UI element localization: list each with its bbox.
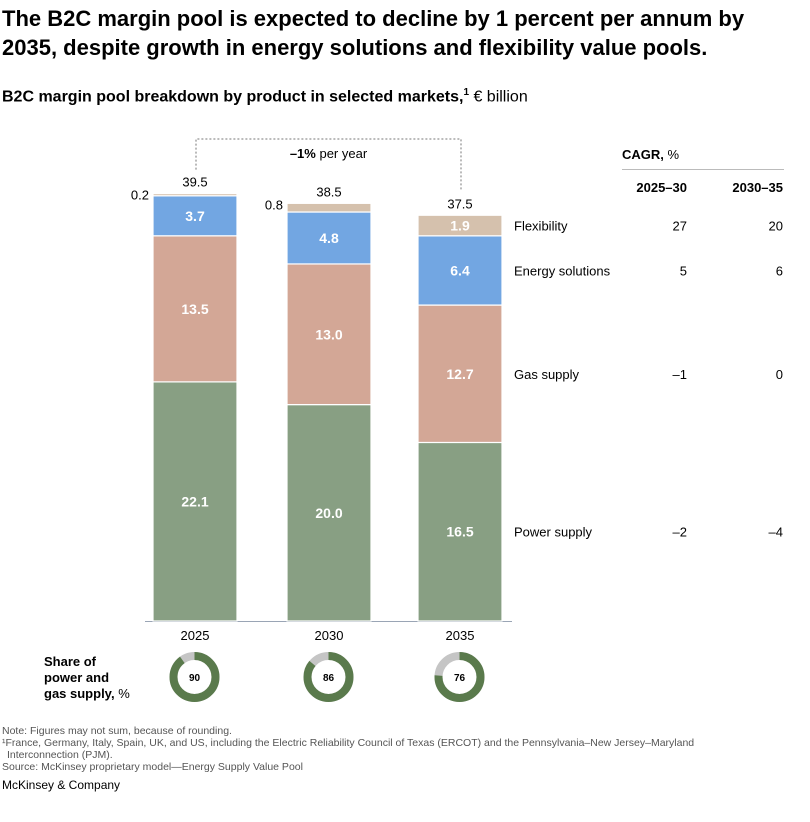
segment-value-label: 16.5 xyxy=(446,524,473,540)
annotation-label: –1% per year xyxy=(290,146,368,161)
cagr-value: 27 xyxy=(673,219,687,234)
share-label: Share of power and gas supply, % xyxy=(44,654,130,702)
x-tick-label: 2030 xyxy=(315,628,344,643)
bar-segment xyxy=(286,211,372,265)
share-label-unit: % xyxy=(118,686,130,701)
cagr-annotation: –1% per year xyxy=(195,138,462,192)
series-legend: Power supply Gas supply Energy solutions Fl… xyxy=(514,219,611,540)
bar-segment xyxy=(417,441,503,622)
segment-value-label: 3.7 xyxy=(185,208,205,224)
bar-total-label: 38.5 xyxy=(316,184,341,199)
footnote-text: ¹France, Germany, Italy, Spain, UK, and … xyxy=(2,737,695,749)
legend-label: Power supply xyxy=(514,525,593,540)
cagr-col-header: 2030–35 xyxy=(732,180,783,195)
legend-label: Flexibility xyxy=(514,219,568,234)
chart-title: The B2C margin pool is expected to decli… xyxy=(2,6,745,60)
segment-value-label: 13.0 xyxy=(315,326,342,342)
cagr-header-unit: % xyxy=(668,147,680,162)
footnote-text-cont: Interconnection (PJM). xyxy=(7,749,113,761)
x-tick-label: 2035 xyxy=(446,628,475,643)
donut-value-label: 86 xyxy=(323,673,335,684)
donut-value-label: 90 xyxy=(189,673,201,684)
cagr-table: –2 –4 –1 0 5 6 27 20 CAGR, % 2025–30 2030–35 xyxy=(622,147,784,540)
segment-value-label: 1.9 xyxy=(450,218,470,234)
cagr-value: 6 xyxy=(776,263,783,278)
x-tick-label: 2025 xyxy=(181,628,210,643)
brand-logo-text: McKinsey & Company xyxy=(2,778,121,792)
cagr-col-header: 2025–30 xyxy=(636,180,687,195)
bar-segment xyxy=(152,381,238,622)
segment-value-label: 6.4 xyxy=(450,262,470,278)
source-text: Source: McKinsey proprietary model—Energ… xyxy=(2,761,303,773)
bar-segment xyxy=(286,202,372,213)
cagr-value: –4 xyxy=(769,525,783,540)
note-text: Note: Figures may not sum, because of ro… xyxy=(2,725,232,737)
bar-segment xyxy=(286,263,372,406)
chart-subtitle: B2C margin pool breakdown by product in … xyxy=(2,87,528,106)
donut-share-arc xyxy=(303,652,354,702)
share-label-line2: power and xyxy=(44,670,110,685)
legend-label: Gas supply xyxy=(514,367,580,382)
cagr-header-label: CAGR, xyxy=(622,147,668,162)
cagr-value: 5 xyxy=(680,263,687,278)
bar-segment xyxy=(286,404,372,622)
donut-share-arc xyxy=(169,652,220,702)
segment-value-label: 22.1 xyxy=(181,493,208,509)
bar-total-label: 37.5 xyxy=(447,196,472,211)
segment-value-label: 12.7 xyxy=(446,366,473,382)
annotation-unit: per year xyxy=(319,146,367,161)
segment-value-label: 0.2 xyxy=(131,188,149,203)
bar-segment xyxy=(417,235,503,306)
bars-group: 22.1 13.5 3.7 0.2 39.5 2025 20.0 13.0 4.8 0.8 38.5… xyxy=(131,175,512,643)
share-label-line3: gas supply, xyxy=(44,686,115,701)
share-donuts: 90 86 76 xyxy=(169,652,485,702)
donut-share-arc xyxy=(434,652,485,702)
annotation-value: –1% xyxy=(290,146,320,161)
bracket-line xyxy=(195,138,462,192)
segment-value-label: 13.5 xyxy=(181,301,208,317)
segment-value-label: 4.8 xyxy=(319,230,339,246)
stacked-bar-chart: 22.1 13.5 3.7 0.2 39.5 2025 20.0 13.0 4.8 0.8 38.5… xyxy=(131,138,784,702)
subtitle-unit: € billion xyxy=(473,88,528,106)
bar-segment xyxy=(152,193,238,197)
cagr-value: 0 xyxy=(776,367,783,382)
subtitle-text: B2C margin pool breakdown by product in … xyxy=(2,88,464,106)
segment-value-label: 20.0 xyxy=(315,505,342,521)
bar-segment xyxy=(417,214,503,237)
cagr-header: CAGR, % xyxy=(622,147,680,162)
bar-segment xyxy=(152,195,238,237)
cagr-value: 20 xyxy=(769,219,783,234)
legend-label: Energy solutions xyxy=(514,263,611,278)
segment-value-label: 0.8 xyxy=(265,197,283,212)
share-label-line1: Share of xyxy=(44,654,97,669)
bar-total-label: 39.5 xyxy=(182,175,207,190)
footnote-marker: 1 xyxy=(463,87,469,98)
donut-value-label: 76 xyxy=(454,673,466,684)
bar-segment xyxy=(152,235,238,383)
cagr-value: –2 xyxy=(673,525,687,540)
cagr-value: –1 xyxy=(673,367,687,382)
notes: Note: Figures may not sum, because of ro… xyxy=(2,725,782,773)
